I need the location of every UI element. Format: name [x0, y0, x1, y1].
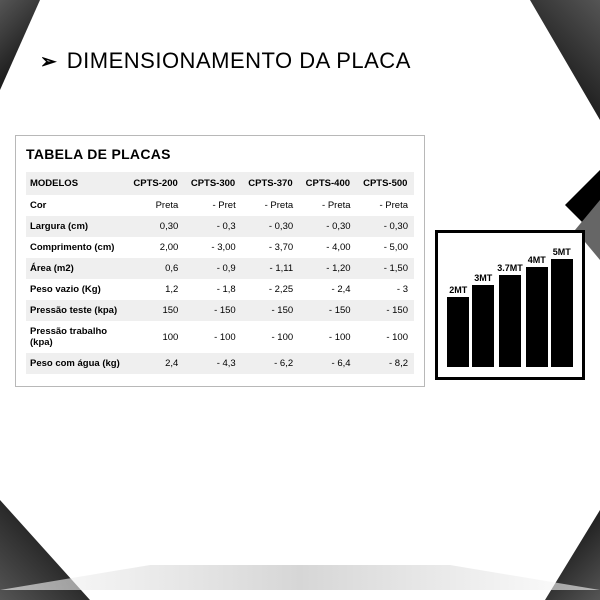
table-box: TABELA DE PLACAS MODELOSCPTS-200CPTS-300… [15, 135, 425, 387]
title-row: ➢ DIMENSIONAMENTO DA PLACA [40, 48, 411, 74]
table-cell: 100 [127, 321, 184, 353]
table-cell: - 4,00 [299, 237, 356, 258]
table-cell: - Pret [184, 195, 241, 216]
bar-wrap: 3.7MT [497, 241, 523, 367]
table-col-header: CPTS-200 [127, 172, 184, 195]
table-cell: - 0,30 [357, 216, 414, 237]
decor-corner-tl [0, 0, 40, 90]
table-cell: - 100 [299, 321, 356, 353]
table-col-header: CPTS-500 [357, 172, 414, 195]
table-row: Comprimento (cm)2,00- 3,00- 3,70- 4,00- … [26, 237, 414, 258]
table-cell: Largura (cm) [26, 216, 127, 237]
table-cell: - Preta [357, 195, 414, 216]
table-header-row: MODELOSCPTS-200CPTS-300CPTS-370CPTS-400C… [26, 172, 414, 195]
decor-bottom-band [0, 565, 600, 590]
table-cell: 2,4 [127, 353, 184, 374]
table-cell: - Preta [299, 195, 356, 216]
bar-label: 3MT [474, 273, 492, 283]
table-row: Peso vazio (Kg)1,2- 1,8- 2,25- 2,4- 3 [26, 279, 414, 300]
table-col-header: CPTS-400 [299, 172, 356, 195]
bar [447, 297, 469, 367]
table-cell: - 1,50 [357, 258, 414, 279]
table-cell: - Preta [242, 195, 299, 216]
table-cell: Área (m2) [26, 258, 127, 279]
table-cell: - 5,00 [357, 237, 414, 258]
table-cell: - 3 [357, 279, 414, 300]
table-cell: - 0,30 [299, 216, 356, 237]
table-cell: - 100 [242, 321, 299, 353]
table-cell: 0,6 [127, 258, 184, 279]
bar-chart: 2MT 3MT 3.7MT 4MT 5MT [435, 230, 585, 380]
bar-label: 5MT [553, 247, 571, 257]
table-cell: - 0,30 [242, 216, 299, 237]
table-cell: Pressão trabalho (kpa) [26, 321, 127, 353]
table-cell: - 8,2 [357, 353, 414, 374]
bar [526, 267, 548, 367]
table-cell: - 2,25 [242, 279, 299, 300]
chevron-right-icon: ➢ [40, 49, 57, 74]
table-cell: - 0,9 [184, 258, 241, 279]
bar-wrap: 5MT [551, 241, 573, 367]
table-cell: 1,2 [127, 279, 184, 300]
table-cell: - 1,11 [242, 258, 299, 279]
table-row: Pressão trabalho (kpa)100- 100- 100- 100… [26, 321, 414, 353]
table-cell: 2,00 [127, 237, 184, 258]
table-cell: - 3,00 [184, 237, 241, 258]
table-col-header: MODELOS [26, 172, 127, 195]
table-cell: 0,30 [127, 216, 184, 237]
table-row: Pressão teste (kpa)150- 150- 150- 150- 1… [26, 300, 414, 321]
bar [472, 285, 494, 367]
table-cell: Comprimento (cm) [26, 237, 127, 258]
content-area: TABELA DE PLACAS MODELOSCPTS-200CPTS-300… [15, 135, 585, 387]
table-cell: - 2,4 [299, 279, 356, 300]
bar-label: 2MT [449, 285, 467, 295]
table-cell: Peso vazio (Kg) [26, 279, 127, 300]
table-cell: - 1,8 [184, 279, 241, 300]
table-row: Peso com água (kg)2,4- 4,3- 6,2- 6,4- 8,… [26, 353, 414, 374]
table-title: TABELA DE PLACAS [26, 146, 414, 162]
table-row: Área (m2)0,6- 0,9- 1,11- 1,20- 1,50 [26, 258, 414, 279]
table-cell: - 150 [357, 300, 414, 321]
table-col-header: CPTS-370 [242, 172, 299, 195]
table-cell: - 0,3 [184, 216, 241, 237]
bar-label: 3.7MT [497, 263, 523, 273]
table-cell: - 3,70 [242, 237, 299, 258]
table-cell: - 1,20 [299, 258, 356, 279]
table-col-header: CPTS-300 [184, 172, 241, 195]
table-cell: Peso com água (kg) [26, 353, 127, 374]
table-cell: - 100 [184, 321, 241, 353]
table-row: Largura (cm)0,30- 0,3- 0,30- 0,30- 0,30 [26, 216, 414, 237]
decor-corner-tr [530, 0, 600, 120]
table-cell: 150 [127, 300, 184, 321]
table-cell: Cor [26, 195, 127, 216]
table-body: CorPreta- Pret- Preta- Preta- PretaLargu… [26, 195, 414, 374]
bar-wrap: 2MT [447, 241, 469, 367]
placas-table: MODELOSCPTS-200CPTS-300CPTS-370CPTS-400C… [26, 172, 414, 374]
table-cell: - 6,2 [242, 353, 299, 374]
table-cell: Preta [127, 195, 184, 216]
table-cell: Pressão teste (kpa) [26, 300, 127, 321]
table-cell: - 100 [357, 321, 414, 353]
table-cell: - 6,4 [299, 353, 356, 374]
bar [499, 275, 521, 367]
bar-wrap: 3MT [472, 241, 494, 367]
table-cell: - 150 [299, 300, 356, 321]
table-cell: - 150 [184, 300, 241, 321]
table-cell: - 150 [242, 300, 299, 321]
table-cell: - 4,3 [184, 353, 241, 374]
page-title: DIMENSIONAMENTO DA PLACA [67, 48, 411, 74]
bar-label: 4MT [528, 255, 546, 265]
table-row: CorPreta- Pret- Preta- Preta- Preta [26, 195, 414, 216]
bar-wrap: 4MT [526, 241, 548, 367]
bar [551, 259, 573, 367]
